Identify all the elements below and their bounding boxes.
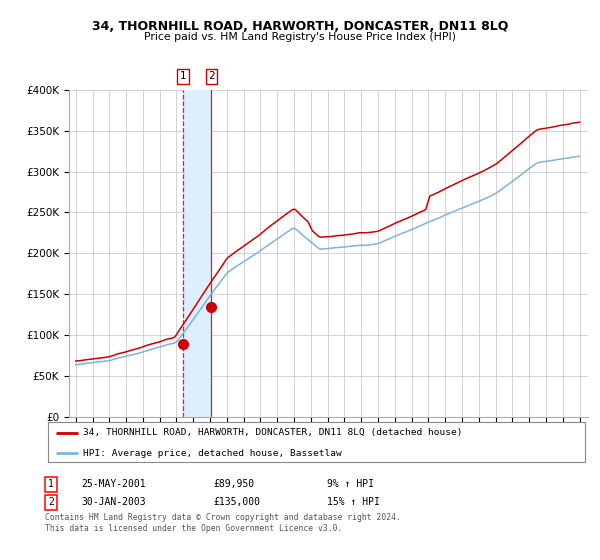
Text: 34, THORNHILL ROAD, HARWORTH, DONCASTER, DN11 8LQ (detached house): 34, THORNHILL ROAD, HARWORTH, DONCASTER,… [83, 428, 463, 437]
Text: 9% ↑ HPI: 9% ↑ HPI [327, 479, 374, 489]
Text: £89,950: £89,950 [213, 479, 254, 489]
Bar [183, 90, 211, 417]
Text: 15% ↑ HPI: 15% ↑ HPI [327, 497, 380, 507]
Text: 2: 2 [208, 72, 215, 81]
Text: 1: 1 [48, 479, 54, 489]
Text: 34, THORNHILL ROAD, HARWORTH, DONCASTER, DN11 8LQ: 34, THORNHILL ROAD, HARWORTH, DONCASTER,… [92, 20, 508, 32]
Text: Price paid vs. HM Land Registry's House Price Index (HPI): Price paid vs. HM Land Registry's House … [144, 32, 456, 43]
Text: 2: 2 [48, 497, 54, 507]
Text: 30-JAN-2003: 30-JAN-2003 [81, 497, 146, 507]
Text: 25-MAY-2001: 25-MAY-2001 [81, 479, 146, 489]
Text: £135,000: £135,000 [213, 497, 260, 507]
Text: 1: 1 [179, 72, 186, 81]
Text: HPI: Average price, detached house, Bassetlaw: HPI: Average price, detached house, Bass… [83, 449, 341, 458]
Text: Contains HM Land Registry data © Crown copyright and database right 2024.: Contains HM Land Registry data © Crown c… [45, 513, 401, 522]
Text: This data is licensed under the Open Government Licence v3.0.: This data is licensed under the Open Gov… [45, 524, 343, 533]
